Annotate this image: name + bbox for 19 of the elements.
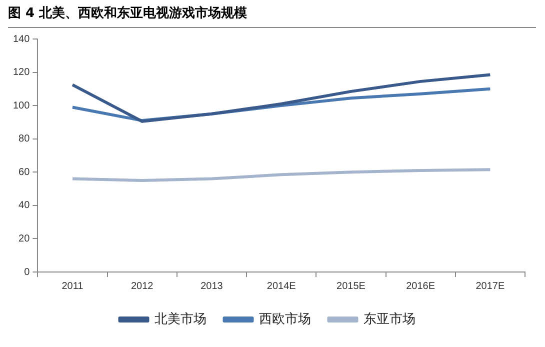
x-tick-label: 2016E	[406, 280, 436, 292]
y-tick-label: 60	[18, 166, 30, 178]
x-tick-label: 2015E	[336, 280, 366, 292]
y-tick-label: 40	[18, 200, 30, 212]
y-tick-label: 20	[18, 233, 30, 244]
legend-label: 北美市场	[154, 310, 206, 327]
y-tick-label: 0	[24, 266, 30, 278]
x-tick-label: 2011	[62, 280, 84, 292]
x-tick-label: 2013	[200, 280, 224, 292]
y-tick-label: 80	[18, 134, 30, 145]
y-tick-label: 140	[12, 34, 30, 45]
x-tick-label: 2017E	[476, 280, 505, 292]
legend-label: 西欧市场	[258, 312, 311, 327]
y-tick-label: 120	[12, 67, 30, 78]
y-tick-label: 100	[12, 100, 30, 112]
x-tick-label: 2012	[130, 280, 154, 292]
legend-label: 东亚市场	[363, 312, 416, 327]
chart-title: 图 4 北美、西欧和东亚电视游戏市场规模	[8, 4, 536, 28]
x-tick-label: 2014E	[266, 280, 296, 292]
